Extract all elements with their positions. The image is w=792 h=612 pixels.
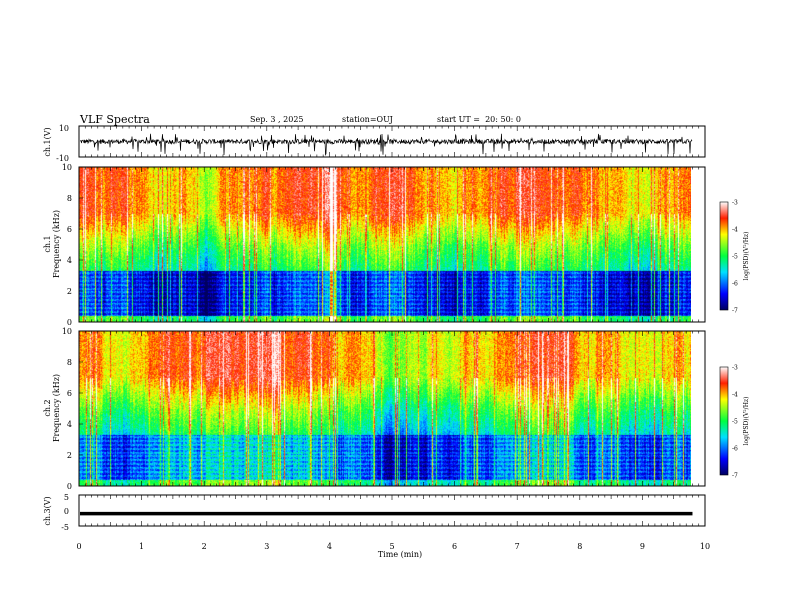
ch1-ylabel: ch.1(V) [43, 127, 52, 156]
ch2-spec-ylabel: ch.2Frequency (kHz) [43, 374, 61, 442]
ch1-waveform-line [79, 133, 693, 156]
colorbar-tick-label: -7 [732, 308, 738, 315]
ch1-spectrogram-image [79, 167, 691, 322]
freq-tick-label: 6 [67, 389, 72, 398]
time-tick-label: 1 [139, 542, 144, 551]
colorbar-tick-label: -4 [732, 227, 738, 234]
freq-tick-label: 8 [67, 358, 72, 367]
colorbar-tick-label: -4 [732, 392, 738, 399]
freq-tick-label: 10 [62, 163, 72, 172]
ch1-freq-tick-labels: 0 2 4 6 8 10 [62, 163, 83, 327]
ch2-spec-ticks [78, 331, 706, 486]
colorbar-tick-label: -3 [732, 365, 738, 372]
ch1-waveform-panel: 10 -10 ch.1(V) [43, 124, 706, 163]
colorbar-tick-label: -6 [732, 446, 738, 453]
time-tick-label: 7 [515, 542, 520, 551]
ch1-ytick-top: 10 [59, 124, 69, 133]
ch3-ytick-top: 5 [64, 493, 69, 502]
start-ut-label: start UT = 20: 50: 0 [437, 115, 522, 124]
colorbar-tick-label: -5 [732, 419, 738, 426]
colorbar-tick-label: -3 [732, 200, 738, 207]
ch1-time-ticks [78, 126, 706, 157]
time-tick-label: 2 [202, 542, 207, 551]
time-axis-tick-labels: 0 1 2 3 4 5 6 7 8 9 10 [76, 542, 710, 551]
time-tick-label: 9 [640, 542, 645, 551]
ch2-colorbar-label: log(PSD)(V²/Hz) [743, 397, 750, 446]
freq-tick-label: 0 [67, 482, 72, 491]
time-tick-label: 10 [700, 542, 710, 551]
ch1-colorbar [719, 201, 729, 311]
time-tick-label: 4 [327, 542, 332, 551]
ch1-colorbar-ticks: -3 -4 -5 -6 -7 [732, 200, 738, 315]
ch3-waveform-panel: 5 0 -5 ch.3(V) [43, 493, 706, 532]
freq-tick-label: 8 [67, 194, 72, 203]
time-tick-label: 8 [577, 542, 582, 551]
ch1-ytick-bottom: -10 [56, 154, 69, 163]
freq-tick-label: 2 [67, 451, 72, 460]
time-tick-label: 0 [76, 542, 81, 551]
ch3-time-ticks [78, 495, 706, 526]
time-axis-label: Time (min) [378, 550, 422, 559]
ch3-ytick-bottom: -5 [61, 523, 69, 532]
ch2-spectrogram-image [79, 331, 691, 486]
date-label: Sep. 3 , 2025 [250, 115, 304, 124]
ch3-ylabel: ch.3(V) [43, 496, 52, 525]
ch3-ytick-mid: 0 [64, 507, 69, 516]
colorbar-tick-label: -7 [732, 473, 738, 480]
station-label: station=OUJ [342, 115, 393, 124]
freq-tick-label: 4 [67, 420, 72, 429]
ch2-colorbar [719, 366, 729, 476]
colorbar-tick-label: -5 [732, 254, 738, 261]
freq-tick-label: 10 [62, 327, 72, 336]
ch2-spectrogram-panel: 0 2 4 6 8 10 ch.2Frequency (kHz) -3 -4 -5 -6 -7 l… [43, 327, 750, 491]
freq-tick-label: 4 [67, 256, 72, 265]
ch2-colorbar-ticks: -3 -4 -5 -6 -7 [732, 365, 738, 480]
ch1-spectrogram-panel: 0 2 4 6 8 10 ch.1Frequency (kHz) -3 -4 -5 -6 -7 l… [43, 163, 750, 327]
freq-tick-label: 2 [67, 287, 72, 296]
time-tick-label: 3 [264, 542, 269, 551]
time-tick-label: 5 [389, 542, 394, 551]
freq-tick-label: 6 [67, 225, 72, 234]
figure-title: VLF Spectra [80, 113, 150, 126]
freq-tick-label: 0 [67, 318, 72, 327]
ch2-freq-tick-labels: 0 2 4 6 8 10 [62, 327, 83, 491]
ch1-spec-ylabel: ch.1Frequency (kHz) [43, 210, 61, 278]
ch1-colorbar-label: log(PSD)(V²/Hz) [743, 232, 750, 281]
ch1-spec-ticks [78, 167, 706, 322]
time-tick-label: 6 [452, 542, 457, 551]
colorbar-tick-label: -6 [732, 281, 738, 288]
